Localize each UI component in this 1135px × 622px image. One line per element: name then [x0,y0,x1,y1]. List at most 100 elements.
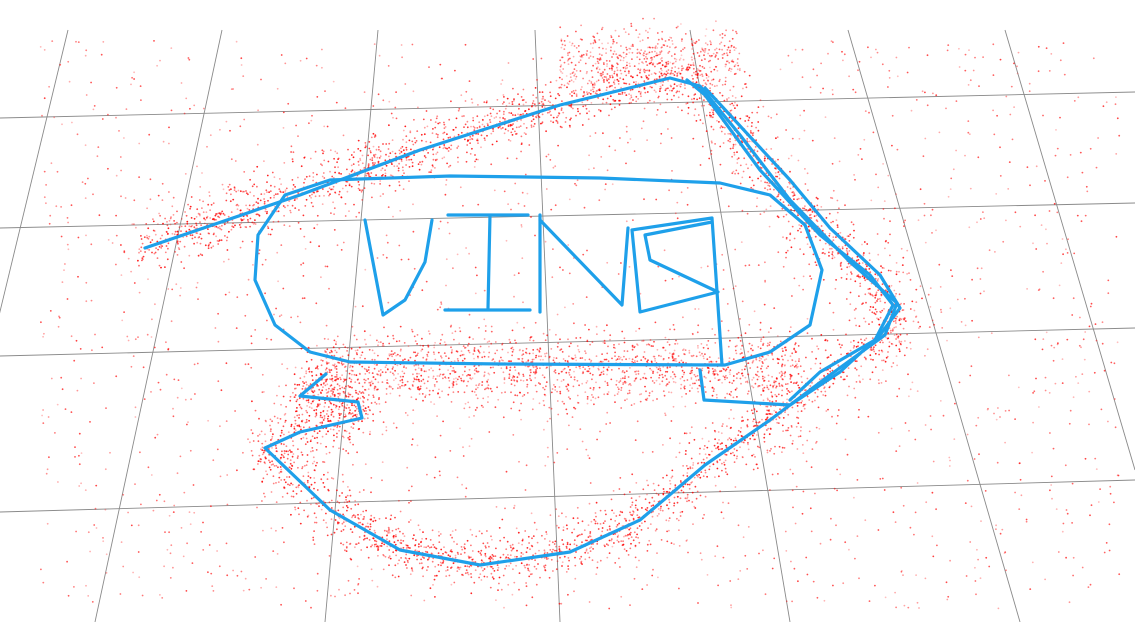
map-point [350,164,353,167]
map-point [576,179,579,182]
map-point [341,492,343,494]
map-point [439,434,442,437]
map-point [719,459,721,461]
map-point [500,127,503,130]
map-point [750,125,753,128]
map-point [900,302,902,305]
map-point [251,185,254,188]
map-point [471,558,474,561]
map-point [671,170,673,172]
map-point [876,51,879,54]
map-point [968,49,970,51]
map-point [102,540,105,543]
map-point [929,415,932,417]
map-point [632,518,635,521]
map-point [261,442,264,445]
map-point [771,400,774,403]
map-point [411,140,414,143]
map-point [791,137,794,140]
map-point [1037,70,1040,73]
map-point [470,137,473,140]
map-point [340,413,342,415]
map-point [490,132,493,135]
map-point [515,126,518,129]
map-point [283,162,286,164]
map-point [665,474,668,477]
map-point [362,431,365,434]
map-point [438,227,440,230]
map-point [225,362,228,365]
map-point [465,90,468,93]
map-point [193,511,196,514]
map-point [599,430,601,433]
map-point [593,82,596,85]
map-point [216,550,219,552]
map-point [89,421,91,423]
map-point [699,64,701,67]
map-point [484,139,486,142]
map-point [513,504,516,507]
map-point [815,214,818,217]
map-point [956,298,959,301]
map-point [881,477,884,480]
map-point [460,94,463,97]
map-point [486,530,488,532]
map-point [1020,494,1023,497]
map-point [726,425,728,428]
map-point [430,171,432,174]
map-point [336,389,339,391]
map-point [316,442,319,444]
map-point [909,388,912,391]
map-point [159,237,162,240]
map-point [198,213,201,216]
map-point [549,95,552,98]
map-point [687,106,690,109]
map-point [454,69,456,72]
map-point [55,205,58,208]
map-point [573,539,576,542]
map-point [755,424,758,427]
map-point [887,332,890,334]
map-point [1102,105,1105,108]
map-point [732,451,734,454]
map-point [670,98,673,101]
map-point [755,463,758,466]
map-point [528,564,530,566]
map-point [388,564,390,567]
map-point [724,459,727,462]
map-point [258,417,260,420]
map-point [558,76,561,79]
map-point [470,592,473,595]
map-point [733,448,736,450]
map-point [336,528,338,531]
map-point [1107,279,1110,282]
map-point [633,577,636,580]
map-point [158,245,161,248]
map-point [527,535,530,538]
map-point [244,314,247,317]
map-point [161,597,164,599]
map-point [410,594,413,597]
map-point [290,482,292,485]
map-point [874,301,877,304]
map-point [496,99,499,101]
map-point [497,126,500,129]
map-point [421,289,424,292]
map-point [697,308,700,310]
map-point [1059,59,1062,62]
map-point [438,541,441,543]
map-point [734,388,737,391]
map-point [353,203,355,206]
map-point [561,100,563,102]
map-point [381,461,384,463]
map-point [575,544,578,547]
map-point [465,487,468,490]
map-point [350,154,353,156]
map-point [340,542,342,545]
map-point [691,491,694,494]
map-point [775,395,778,398]
map-point [299,228,302,230]
map-point [42,409,44,411]
map-point [778,445,781,448]
map-point [656,552,658,554]
